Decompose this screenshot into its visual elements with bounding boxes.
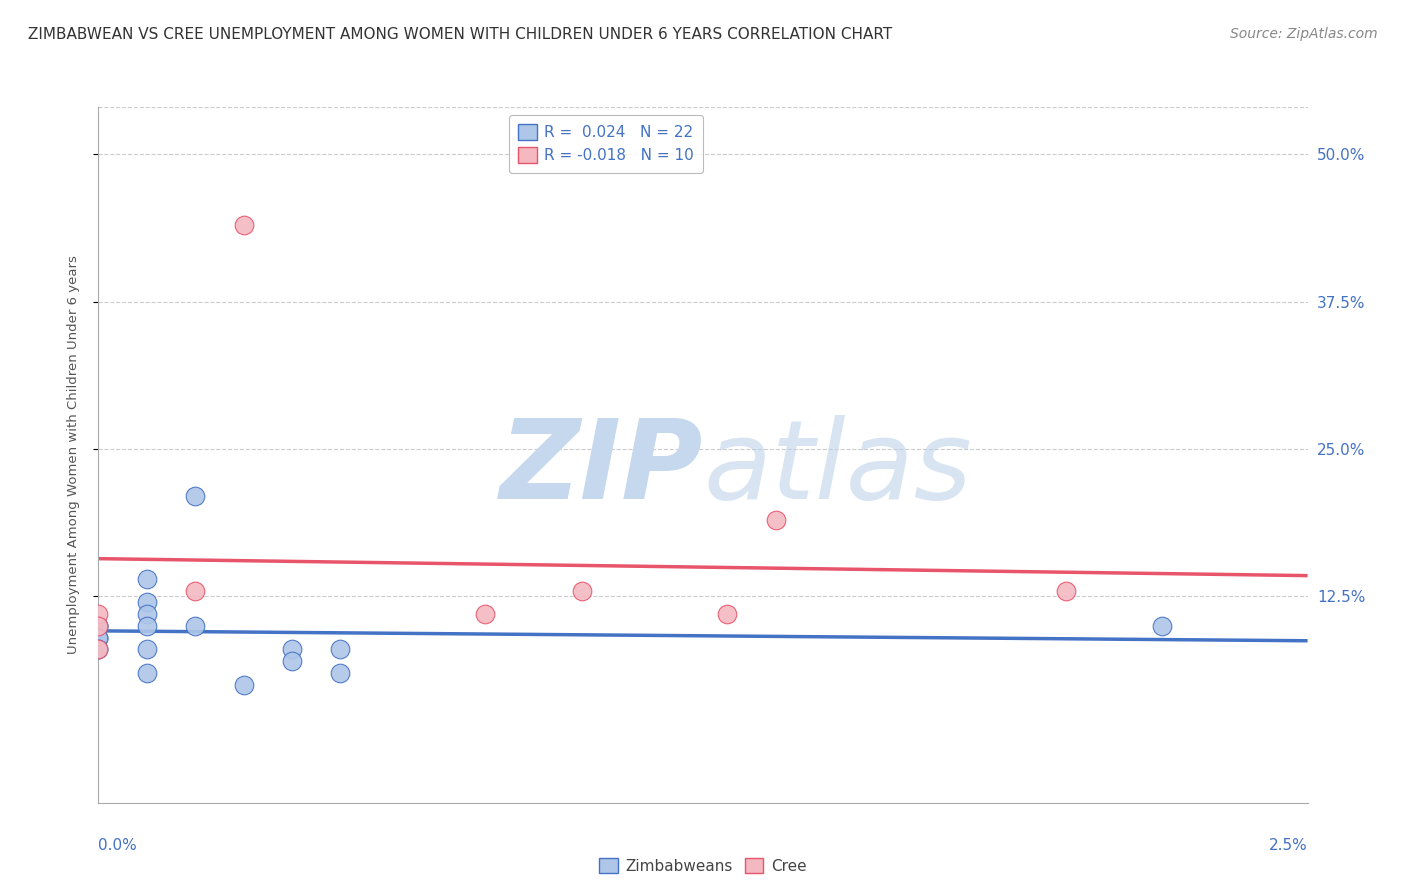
Text: 0.0%: 0.0% xyxy=(98,838,138,854)
Point xyxy=(184,583,207,598)
Point xyxy=(281,654,304,668)
Point xyxy=(571,583,593,598)
Point xyxy=(135,666,157,681)
Text: atlas: atlas xyxy=(703,416,972,523)
Point xyxy=(87,631,110,645)
Point xyxy=(1152,619,1174,633)
Point xyxy=(135,642,157,657)
Text: ZIMBABWEAN VS CREE UNEMPLOYMENT AMONG WOMEN WITH CHILDREN UNDER 6 YEARS CORRELAT: ZIMBABWEAN VS CREE UNEMPLOYMENT AMONG WO… xyxy=(28,27,893,42)
Point xyxy=(474,607,496,621)
Point xyxy=(87,607,110,621)
Legend: Zimbabweans, Cree: Zimbabweans, Cree xyxy=(593,852,813,880)
Point xyxy=(1054,583,1077,598)
Point xyxy=(87,631,110,645)
Text: ZIP: ZIP xyxy=(499,416,703,523)
Point xyxy=(329,642,352,657)
Point xyxy=(232,218,254,232)
Point xyxy=(232,678,254,692)
Point xyxy=(87,619,110,633)
Point xyxy=(87,642,110,657)
Point xyxy=(87,642,110,657)
Text: Source: ZipAtlas.com: Source: ZipAtlas.com xyxy=(1230,27,1378,41)
Point xyxy=(281,642,304,657)
Point xyxy=(87,642,110,657)
Point xyxy=(716,607,738,621)
Text: 2.5%: 2.5% xyxy=(1268,838,1308,854)
Point xyxy=(184,619,207,633)
Legend: R =  0.024   N = 22, R = -0.018   N = 10: R = 0.024 N = 22, R = -0.018 N = 10 xyxy=(509,115,703,173)
Point xyxy=(87,631,110,645)
Point xyxy=(87,619,110,633)
Point xyxy=(135,595,157,609)
Point xyxy=(765,513,787,527)
Point xyxy=(87,619,110,633)
Point xyxy=(135,572,157,586)
Y-axis label: Unemployment Among Women with Children Under 6 years: Unemployment Among Women with Children U… xyxy=(67,255,80,655)
Point xyxy=(329,666,352,681)
Point xyxy=(87,619,110,633)
Point xyxy=(184,489,207,503)
Point xyxy=(135,607,157,621)
Point xyxy=(135,619,157,633)
